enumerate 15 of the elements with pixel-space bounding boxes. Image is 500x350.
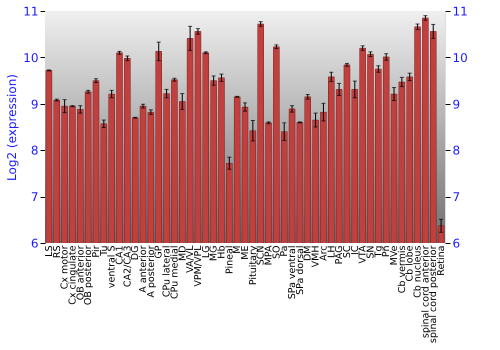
y2-tick-label: 11: [452, 4, 468, 18]
x-tick-label: OB posterior: [83, 245, 94, 306]
y-tick-label: 6: [30, 236, 38, 250]
y2-tick-label: 7: [452, 190, 460, 204]
y-tick-label: 10: [23, 50, 38, 65]
y-tick-label: 11: [23, 4, 38, 18]
y-axis-title: Log2 (expression): [5, 74, 20, 181]
y2-tick-label: 6: [452, 236, 460, 250]
y2-tick-label: 10: [452, 50, 468, 65]
y-tick-label: 9: [30, 97, 38, 112]
y-tick-label: 8: [30, 144, 38, 158]
y2-tick-label: 9: [452, 97, 460, 112]
x-tick-label: Tg: [373, 246, 384, 258]
y2-tick-label: 8: [452, 144, 460, 158]
y-tick-label: 7: [30, 190, 38, 204]
